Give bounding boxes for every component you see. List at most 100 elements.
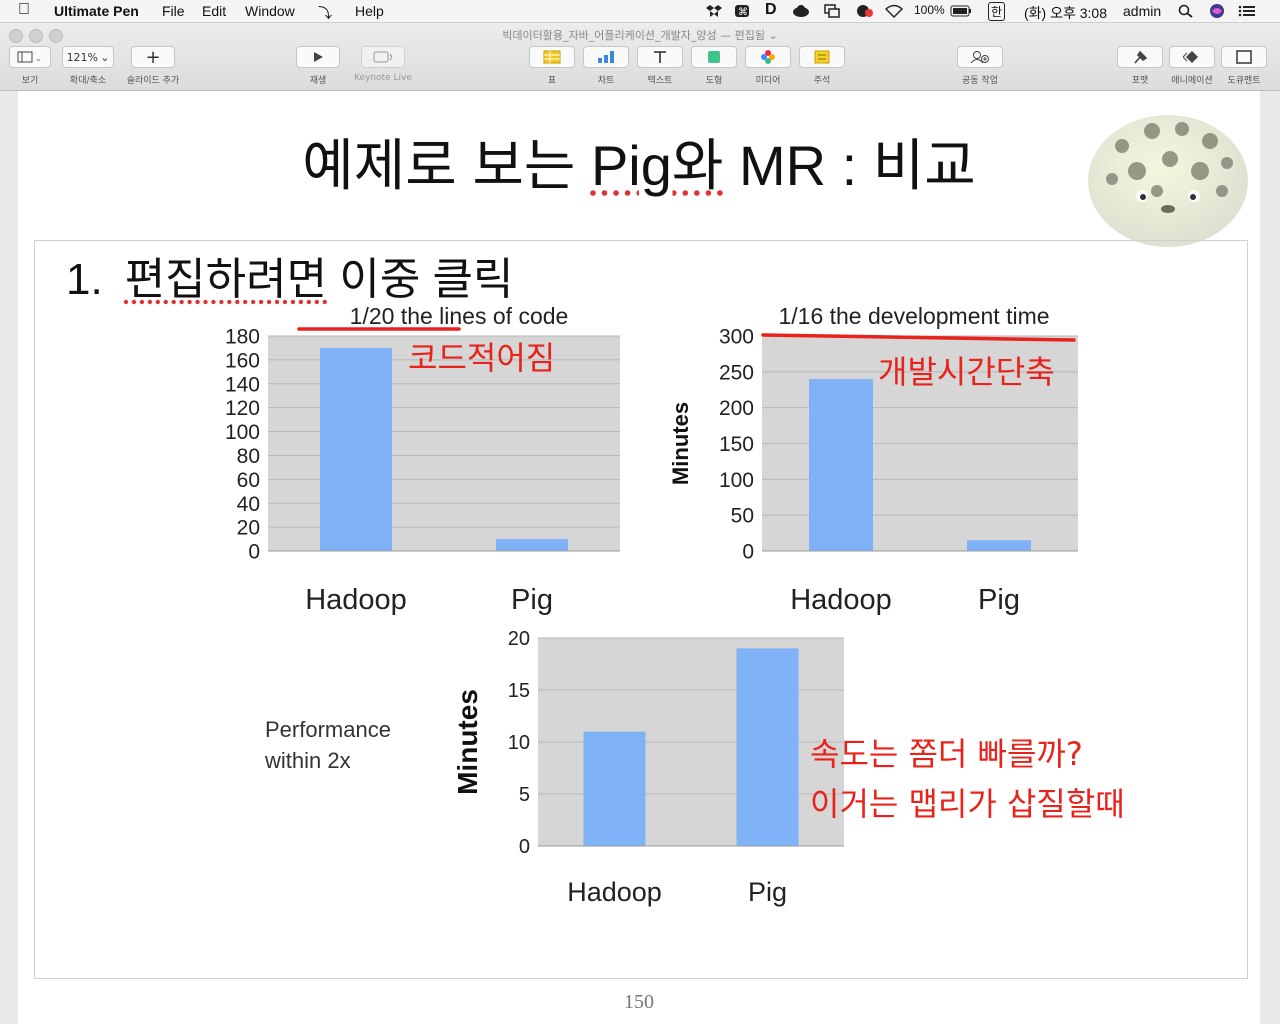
page-number: 150	[624, 991, 654, 1013]
cloud-icon[interactable]	[792, 4, 809, 18]
record-icon[interactable]	[856, 4, 873, 18]
apple-menu-icon[interactable]: 	[18, 1, 30, 19]
add-slide-label: 슬라이드 추가	[126, 76, 180, 86]
play-icon	[314, 52, 323, 62]
animate-diamond-icon	[1183, 51, 1198, 63]
document-icon	[1236, 50, 1252, 64]
notification-center-icon[interactable]	[1238, 4, 1255, 18]
bar-hadoop[interactable]	[320, 347, 392, 551]
zoom-select[interactable]: 121% ⌄	[62, 46, 114, 68]
document-button[interactable]	[1221, 46, 1267, 68]
slide[interactable]: 예제로 보는 Pig와 MR : 비교 1. 편집하려면 이중 클릭 0 20 40…	[18, 91, 1260, 1024]
keynote-live-icon	[373, 51, 392, 63]
media-button[interactable]	[745, 46, 791, 68]
y-tick-label: 140	[225, 373, 260, 396]
wifi-icon[interactable]	[884, 4, 904, 18]
format-label: 포맷	[1131, 76, 1149, 86]
shape-label: 도형	[705, 76, 723, 86]
text-button[interactable]	[637, 46, 683, 68]
comment-button[interactable]	[799, 46, 845, 68]
play-label: 재생	[309, 76, 327, 86]
y-tick-label: 0	[248, 541, 260, 564]
document-label: 도큐멘트	[1227, 76, 1261, 86]
menu-help[interactable]: Help	[355, 3, 384, 19]
scripts-menu-icon[interactable]: ⤵	[318, 5, 332, 21]
table-label: 표	[547, 76, 557, 86]
dropbox-icon[interactable]	[706, 4, 722, 18]
battery-percent: 100%	[914, 3, 945, 17]
menu-window[interactable]: Window	[245, 3, 295, 19]
spotlight-search-icon[interactable]	[1178, 4, 1193, 18]
zoom-value: 121%	[66, 50, 99, 64]
view-button[interactable]: ⌄	[9, 46, 51, 68]
plus-icon: +	[145, 46, 161, 68]
x-category-label: Pig	[511, 584, 553, 616]
y-tick-label: 120	[225, 397, 260, 420]
menu-edit[interactable]: Edit	[202, 3, 227, 19]
y-tick-label: 180	[225, 326, 260, 349]
collaborate-icon	[970, 51, 989, 64]
media-photos-icon	[761, 50, 775, 64]
app-menu[interactable]: Ultimate Pen	[54, 3, 139, 19]
y-tick-label: 100	[225, 421, 260, 444]
svg-text:⌄: ⌄	[35, 54, 42, 63]
misspelled-word: 편집하려면	[124, 255, 328, 304]
siri-icon[interactable]	[1209, 4, 1224, 18]
format-button[interactable]	[1117, 46, 1163, 68]
slide-canvas[interactable]: 예제로 보는 Pig와 MR : 비교 1. 편집하려면 이중 클릭 0 20 40…	[0, 91, 1280, 1024]
d-app-icon[interactable]: D	[765, 1, 777, 18]
screen-share-icon[interactable]	[824, 4, 840, 18]
x-category-label: Hadoop	[305, 584, 407, 616]
y-tick-label: 60	[237, 469, 260, 492]
chart-icon	[598, 51, 614, 63]
battery-icon[interactable]	[950, 4, 971, 18]
annotation-speed-question[interactable]: 속도는 쫌더 빠를까?	[810, 735, 1083, 773]
shape-button[interactable]	[691, 46, 737, 68]
bar-pig[interactable]	[496, 539, 568, 551]
table-button[interactable]	[529, 46, 575, 68]
menu-file[interactable]: File	[162, 3, 185, 19]
collaborate-button[interactable]	[957, 46, 1003, 68]
content-placeholder-box[interactable]	[34, 240, 1248, 979]
media-label: 미디어	[755, 76, 781, 86]
format-brush-icon	[1134, 50, 1148, 64]
performance-caption-line1: Performance	[265, 717, 391, 742]
comment-label: 주석	[813, 76, 831, 86]
svg-text:⌘: ⌘	[738, 7, 748, 18]
close-window-button[interactable]	[9, 29, 23, 43]
play-button[interactable]	[296, 46, 340, 68]
text-icon	[654, 51, 666, 63]
animate-button[interactable]	[1169, 46, 1215, 68]
y-tick-label: 40	[237, 493, 260, 516]
table-icon	[543, 50, 561, 64]
keynote-live-button[interactable]	[361, 46, 405, 68]
annotation-dev-time-shorter[interactable]: 개발시간단축	[878, 353, 1055, 391]
annotation-mapreduce-note[interactable]: 이거는 맵리가 삽질할때	[810, 785, 1125, 823]
command-icon[interactable]: ⌘	[734, 4, 749, 18]
zoom-label: 확대/축소	[69, 76, 107, 86]
document-title: 빅데이터활용_자바_어플리케이션_개발자_양성 — 편집됨 ⌄	[502, 29, 778, 42]
chart-button[interactable]	[583, 46, 629, 68]
toolbar: 빅데이터활용_자바_어플리케이션_개발자_양성 — 편집됨 ⌄ ⌄ 보기 121…	[0, 23, 1280, 91]
y-tick-label: 160	[225, 349, 260, 372]
view-label: 보기	[21, 76, 39, 86]
zoom-window-button[interactable]	[49, 29, 63, 43]
clock[interactable]: (화) 오후 3:08	[1024, 5, 1107, 21]
body-placeholder-text[interactable]: 1. 편집하려면 이중 클릭	[66, 255, 514, 304]
y-tick-label: 80	[237, 445, 260, 468]
slide-title[interactable]: 예제로 보는 Pig와 MR : 비교	[302, 134, 976, 197]
collaborate-label: 공동 작업	[962, 76, 998, 86]
minimize-window-button[interactable]	[29, 29, 43, 43]
input-language[interactable]: 한	[988, 2, 1006, 21]
menu-bar:  Ultimate Pen File Edit Window ⤵ Help ⌘…	[0, 0, 1280, 23]
add-slide-button[interactable]: +	[131, 46, 175, 68]
chart-label: 차트	[597, 76, 615, 86]
text-label: 텍스트	[647, 76, 673, 86]
sidebar-view-icon: ⌄	[17, 51, 42, 63]
user-menu[interactable]: admin	[1123, 3, 1162, 19]
pufferfish-mascot-image[interactable]	[1082, 101, 1252, 251]
comment-icon	[814, 50, 830, 64]
annotation-code-shorter[interactable]: 코드적어짐	[408, 339, 556, 377]
animate-label: 애니메이션	[1171, 76, 1213, 86]
